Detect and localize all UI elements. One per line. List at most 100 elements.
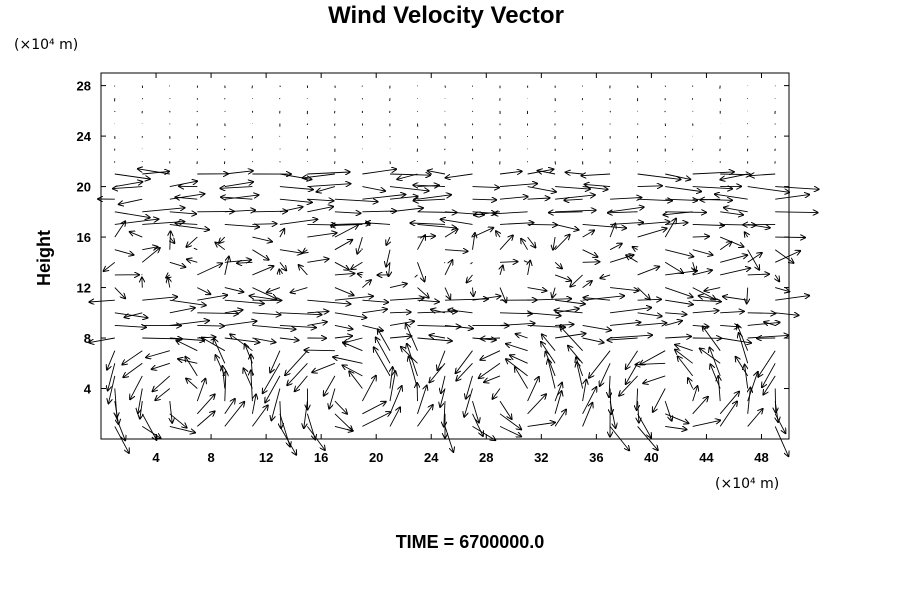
wind-vector-arrow <box>252 224 276 225</box>
wind-vector-arrow <box>747 249 760 270</box>
wind-vector-arrow <box>710 348 721 377</box>
wind-vector-arrow <box>499 262 518 263</box>
vector-field <box>89 85 819 457</box>
wind-vector-arrow <box>224 182 253 188</box>
wind-vector-arrow <box>566 172 583 174</box>
wind-vector-arrow <box>527 313 561 316</box>
wind-vector-arrow <box>720 212 743 215</box>
wind-vector-arrow <box>582 296 625 301</box>
wind-vector-arrow <box>280 401 281 428</box>
wind-vector-arrow <box>472 187 500 188</box>
y-tick-label: 16 <box>77 230 91 245</box>
wind-vector-arrow <box>176 223 198 224</box>
wind-vector-arrow <box>637 267 660 276</box>
wind-vector-arrow <box>334 287 354 296</box>
wind-vector-arrow <box>168 278 170 288</box>
wind-vector-arrow <box>245 344 253 364</box>
wind-vector-arrow <box>775 251 800 263</box>
wind-vector-arrow <box>104 261 116 271</box>
wind-vector-arrow <box>146 350 170 358</box>
wind-vector-arrow <box>570 274 583 287</box>
wind-vector-arrow <box>720 255 747 263</box>
wind-vector-arrow <box>279 173 312 179</box>
wind-vector-arrow <box>285 350 308 376</box>
wind-vector-arrow <box>376 338 391 364</box>
wind-vector-arrow <box>600 363 611 386</box>
wind-vector-arrow <box>665 173 690 179</box>
wind-vector-arrow <box>224 260 251 262</box>
wind-vector-arrow <box>362 280 371 288</box>
wind-vector-arrow <box>138 169 170 175</box>
wind-vector-arrow <box>473 233 475 250</box>
wind-vector-arrow <box>467 274 473 283</box>
wind-vector-arrow <box>224 257 229 275</box>
wind-vector-arrow <box>417 311 457 312</box>
wind-vector-arrow <box>196 379 205 402</box>
wind-vector-arrow <box>582 249 598 257</box>
wind-vector-arrow <box>692 172 734 174</box>
wind-vector-arrow <box>446 173 473 178</box>
wind-vector-arrow <box>417 236 436 237</box>
wind-vector-arrow <box>279 198 312 202</box>
wind-vector-arrow <box>719 392 739 415</box>
wind-vector-arrow <box>719 402 737 427</box>
wind-vector-arrow <box>389 321 414 326</box>
wind-vector-arrow <box>386 249 391 267</box>
wind-vector-arrow <box>554 274 571 281</box>
x-tick-label: 36 <box>589 450 603 465</box>
wind-vector-arrow <box>362 300 388 302</box>
wind-vector-arrow <box>527 377 539 402</box>
wind-vector-arrow <box>107 350 116 370</box>
wind-vector-arrow <box>366 223 391 225</box>
wind-vector-arrow <box>692 236 709 237</box>
wind-vector-arrow <box>362 324 382 330</box>
wind-vector-arrow <box>334 312 366 318</box>
wind-vector-arrow <box>114 287 125 299</box>
wind-vector-arrow <box>664 219 676 238</box>
wind-vector-arrow <box>417 300 439 302</box>
wind-vector-arrow <box>251 355 253 376</box>
wind-vector-arrow <box>252 337 275 342</box>
wind-vector-arrow <box>515 367 528 389</box>
wind-vector-arrow <box>397 173 418 179</box>
wind-vector-arrow <box>224 399 235 415</box>
wind-vector-arrow <box>362 402 385 415</box>
wind-vector-arrow <box>560 326 583 352</box>
wind-vector-arrow <box>351 261 363 269</box>
wind-vector-arrow <box>186 379 198 389</box>
wind-vector-arrow <box>720 236 743 247</box>
wind-vector-arrow <box>152 362 170 369</box>
wind-vector-arrow <box>389 386 402 414</box>
y-tick-label: 12 <box>77 281 91 296</box>
wind-vector-arrow <box>334 240 352 251</box>
y-tick-label: 20 <box>77 180 91 195</box>
wind-vector-arrow <box>626 350 638 369</box>
wind-vector-arrow <box>448 310 473 313</box>
wind-vector-arrow <box>610 222 643 224</box>
wind-vector-arrow <box>142 208 184 213</box>
wind-vector-arrow <box>724 208 748 213</box>
wind-vector-arrow <box>307 311 328 312</box>
wind-vector-arrow <box>493 388 501 399</box>
wind-vector-arrow <box>417 262 425 281</box>
wind-vector-arrow <box>675 350 693 364</box>
wind-vector-arrow <box>456 362 473 380</box>
wind-vector-arrow <box>169 308 195 314</box>
wind-vector-arrow <box>720 173 748 180</box>
wind-vector-arrow <box>775 187 819 190</box>
wind-vector-arrow <box>197 325 224 326</box>
wind-vector-arrow <box>224 310 243 313</box>
wind-vector-arrow <box>554 261 562 268</box>
wind-vector-arrow <box>664 400 672 421</box>
wind-vector-arrow <box>114 182 143 188</box>
wind-vector-arrow <box>304 401 308 428</box>
wind-vector-arrow <box>307 172 349 174</box>
wind-vector-arrow <box>499 313 532 314</box>
wind-vector-arrow <box>499 400 512 419</box>
wind-vector-arrow <box>638 401 639 422</box>
wind-vector-arrow <box>692 386 698 402</box>
wind-vector-arrow <box>361 248 363 250</box>
wind-vector-arrow <box>554 383 562 402</box>
wind-vector-arrow <box>549 212 583 213</box>
